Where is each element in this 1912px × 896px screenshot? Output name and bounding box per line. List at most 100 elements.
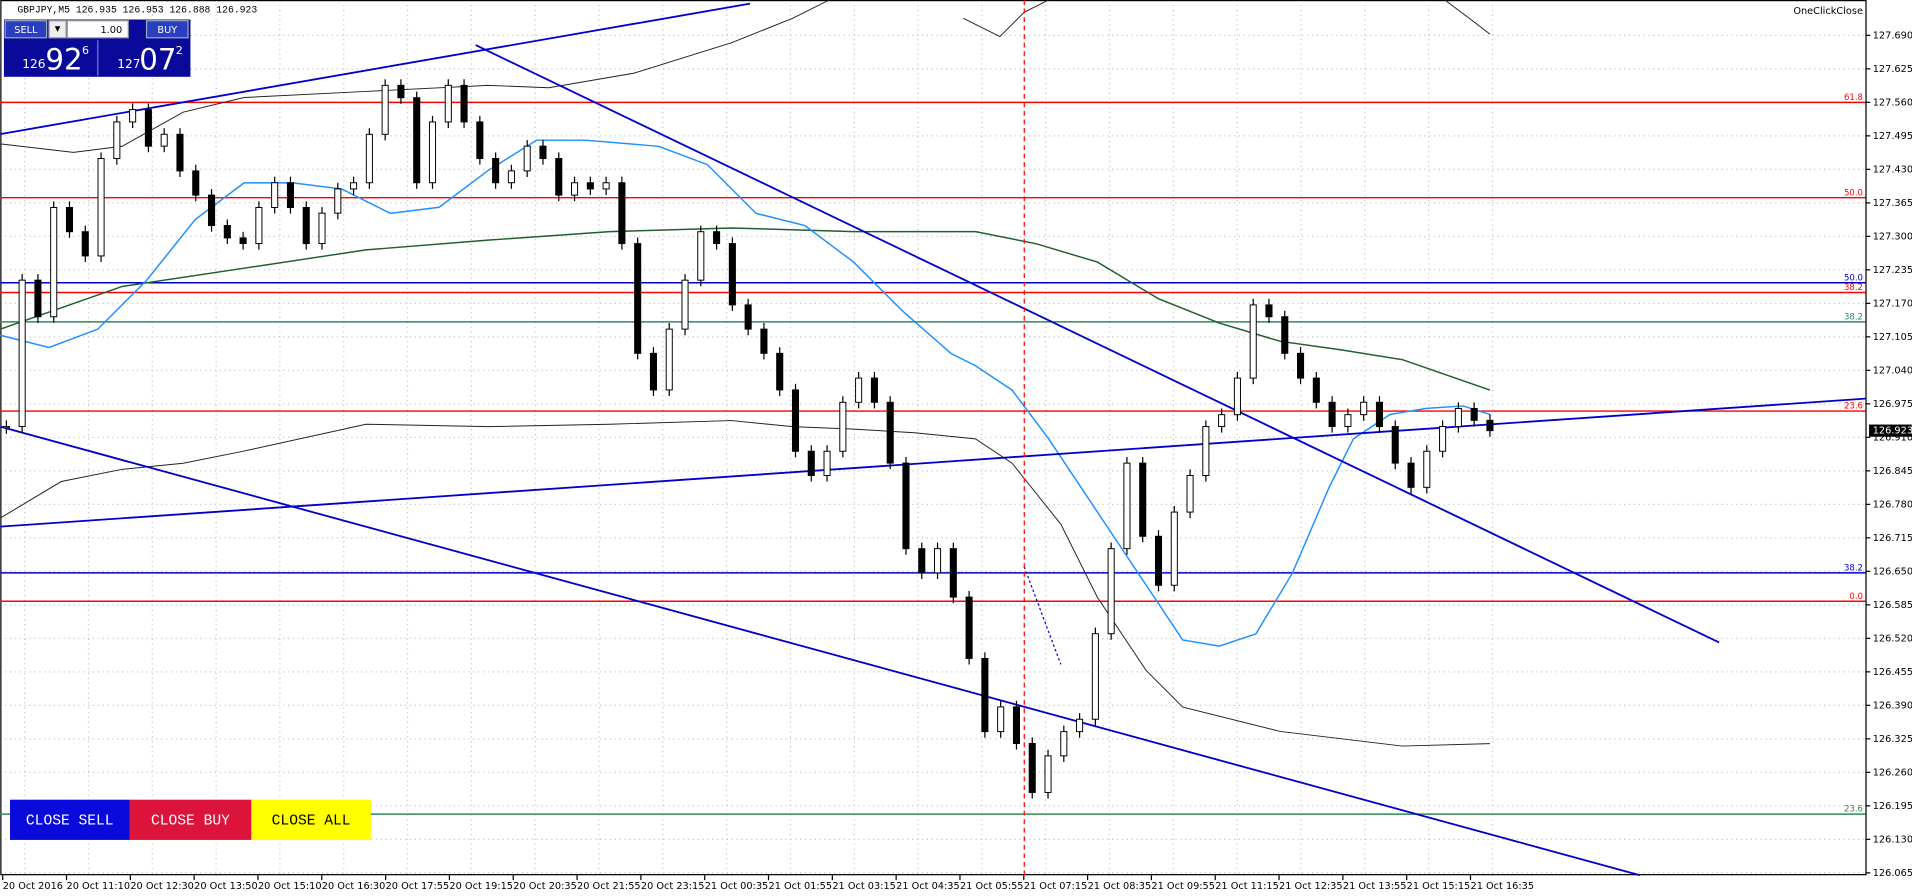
- time-label: 21 Oct 12:35: [1279, 881, 1343, 892]
- candle: [460, 84, 468, 123]
- candle: [334, 188, 342, 214]
- candle: [870, 377, 878, 403]
- price-label: 126.455: [1873, 667, 1912, 678]
- candle: [129, 109, 137, 123]
- candle: [1044, 755, 1052, 793]
- candle: [886, 401, 894, 464]
- candle: [776, 352, 784, 391]
- candle: [1202, 426, 1210, 476]
- plugin-name: OneClickClose: [1793, 6, 1863, 17]
- close-all-button[interactable]: [251, 799, 371, 840]
- time-label: 20 Oct 13:50: [194, 881, 258, 892]
- candle: [1391, 426, 1399, 464]
- candle: [539, 145, 547, 160]
- candle: [50, 207, 58, 318]
- buy-button[interactable]: [145, 20, 189, 39]
- time-label: 21 Oct 15:15: [1407, 881, 1471, 892]
- time-label: 20 Oct 11:10: [67, 881, 131, 892]
- lot-input[interactable]: [66, 20, 129, 39]
- candle: [1439, 426, 1447, 452]
- time-label: 21 Oct 07:15: [1024, 881, 1088, 892]
- candle: [239, 237, 247, 245]
- candle: [728, 243, 736, 306]
- candle: [713, 231, 721, 245]
- price-label: 126.975: [1873, 399, 1912, 410]
- time-label: 20 Oct 12:30: [130, 881, 194, 892]
- price-label: 127.690: [1873, 30, 1912, 41]
- trend-line: [0, 2, 751, 135]
- candle: [934, 548, 942, 574]
- candle: [176, 133, 184, 172]
- price-label: 126.585: [1873, 600, 1912, 611]
- candle: [1297, 352, 1305, 379]
- candle: [807, 450, 815, 476]
- candle: [1486, 419, 1494, 432]
- candle: [1470, 407, 1478, 421]
- candle: [286, 182, 294, 208]
- time-label: 21 Oct 11:15: [1215, 881, 1279, 892]
- candle: [1107, 548, 1115, 635]
- level-label: 61.8: [1844, 93, 1863, 103]
- candle: [365, 133, 373, 184]
- level-label: 50.0: [1844, 188, 1863, 198]
- price-label: 126.260: [1873, 767, 1912, 778]
- time-label: 21 Oct 16:35: [1470, 881, 1534, 892]
- candle: [302, 207, 310, 245]
- candle: [981, 657, 989, 733]
- time-label: 21 Oct 01:55: [769, 881, 833, 892]
- close-sell-button[interactable]: [10, 799, 130, 840]
- candle: [665, 328, 673, 391]
- candle: [1012, 706, 1020, 744]
- ask-main: 07: [139, 42, 176, 76]
- level-label: 38.2: [1844, 283, 1863, 293]
- candle: [649, 352, 657, 391]
- candle: [97, 158, 105, 257]
- candle: [397, 84, 405, 99]
- candle: [1265, 304, 1273, 318]
- close-all-label: CLOSE ALL: [272, 813, 351, 829]
- buy-label: BUY: [157, 25, 177, 36]
- candle: [223, 225, 231, 239]
- candle: [1218, 414, 1226, 428]
- candle: [81, 231, 89, 257]
- candle: [918, 548, 926, 574]
- price-label: 127.560: [1873, 97, 1912, 108]
- price-label: 127.365: [1873, 198, 1912, 209]
- price-label: 126.520: [1873, 633, 1912, 644]
- time-label: 21 Oct 08:35: [1088, 881, 1152, 892]
- time-label: 21 Oct 13:55: [1343, 881, 1407, 892]
- candle: [744, 304, 752, 330]
- candle: [571, 182, 579, 196]
- sell-button[interactable]: [4, 20, 48, 39]
- candle: [428, 121, 437, 184]
- candle: [1423, 450, 1431, 488]
- candle: [208, 194, 216, 227]
- lot-dropdown[interactable]: [48, 20, 67, 39]
- candle: [1249, 304, 1257, 379]
- ask-big: 127: [117, 57, 140, 71]
- candles: [2, 79, 1494, 799]
- close-buy-button[interactable]: [129, 799, 252, 840]
- time-label: 20 Oct 21:55: [577, 881, 641, 892]
- current-price-box: [1869, 424, 1912, 437]
- bid-small: 6: [82, 44, 89, 57]
- candle: [760, 328, 768, 354]
- time-label: 20 Oct 19:15: [449, 881, 513, 892]
- candle: [523, 145, 531, 172]
- candle: [1407, 462, 1415, 488]
- candle: [1360, 401, 1368, 416]
- bollinger-upper: [963, 0, 1049, 38]
- bollinger-lower: [0, 420, 1490, 747]
- symbol-info: GBPJPY,M5 126.935 126.953 126.888 126.92…: [17, 4, 257, 15]
- time-label: 21 Oct 00:35: [705, 881, 769, 892]
- candle: [1186, 474, 1194, 513]
- price-label: 126.390: [1873, 700, 1912, 711]
- candle: [855, 377, 863, 403]
- price-label: 126.065: [1873, 868, 1912, 879]
- time-label: 21 Oct 03:15: [832, 881, 896, 892]
- candle: [949, 548, 957, 598]
- price-label: 126.780: [1873, 499, 1912, 510]
- time-label: 20 Oct 23:15: [641, 881, 705, 892]
- price-label: 127.495: [1873, 131, 1912, 142]
- trend-line: [0, 425, 1641, 877]
